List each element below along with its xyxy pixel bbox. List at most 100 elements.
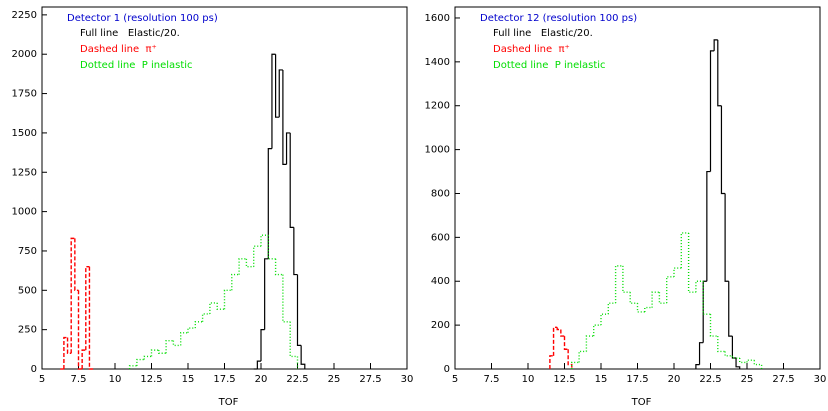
x-tick-label: 25 bbox=[741, 374, 754, 385]
histogram-bin bbox=[728, 281, 733, 337]
histogram-bin bbox=[300, 345, 306, 369]
histogram-bin bbox=[622, 265, 631, 293]
histogram-bin bbox=[296, 274, 302, 346]
y-tick-label: 1400 bbox=[425, 57, 450, 68]
y-tick-label: 1600 bbox=[425, 13, 450, 24]
histogram-bin bbox=[563, 336, 569, 350]
histogram-bin bbox=[567, 349, 573, 369]
histogram-bin bbox=[724, 351, 733, 357]
histogram-bin bbox=[216, 302, 225, 310]
x-tick-label: 17.5 bbox=[626, 374, 648, 385]
y-tick-label: 400 bbox=[431, 276, 450, 287]
histogram-bin bbox=[739, 358, 747, 364]
histogram-bin bbox=[731, 355, 740, 359]
y-tick-label: 250 bbox=[18, 325, 37, 336]
histogram-bin bbox=[128, 365, 137, 369]
histogram-bin bbox=[85, 265, 90, 351]
histogram-bin bbox=[209, 302, 218, 314]
histogram-bin bbox=[136, 358, 145, 366]
x-tick-label: 7.5 bbox=[484, 374, 500, 385]
histogram-bin bbox=[187, 327, 196, 333]
histogram-bin bbox=[585, 335, 594, 352]
histogram-bin bbox=[724, 193, 729, 282]
y-tick-label: 2250 bbox=[12, 10, 37, 21]
histogram-bin bbox=[593, 324, 601, 337]
histogram-bin bbox=[717, 336, 726, 353]
y-tick-label: 200 bbox=[431, 320, 450, 331]
x-tick-label: 22.5 bbox=[699, 374, 721, 385]
histogram-bin bbox=[560, 329, 565, 337]
histogram-bin bbox=[260, 234, 269, 247]
histogram-bin bbox=[267, 148, 272, 259]
histogram-bin bbox=[150, 349, 159, 357]
histogram-bin bbox=[274, 258, 283, 276]
histogram-bin bbox=[644, 306, 653, 312]
histogram-bin bbox=[253, 245, 261, 267]
histogram-bin bbox=[275, 54, 280, 118]
histogram-bin bbox=[651, 291, 660, 308]
y-tick-label: 1000 bbox=[12, 207, 37, 218]
histogram-bin bbox=[194, 321, 203, 329]
histogram-bin bbox=[695, 364, 700, 369]
x-tick-label: 12.5 bbox=[553, 374, 575, 385]
histogram-bin bbox=[636, 303, 645, 313]
histogram-bin bbox=[289, 132, 294, 228]
histogram-bin bbox=[158, 350, 167, 354]
histogram-bin bbox=[658, 292, 667, 304]
histogram-bin bbox=[698, 342, 704, 365]
histogram-bin bbox=[746, 359, 755, 363]
histogram-bin bbox=[666, 276, 674, 304]
y-tick-label: 750 bbox=[18, 246, 37, 257]
histogram-bin bbox=[267, 235, 276, 260]
histogram-bin bbox=[293, 227, 298, 276]
histogram-bin bbox=[731, 336, 737, 359]
histogram-bin bbox=[673, 267, 682, 277]
histogram-bin bbox=[143, 355, 152, 360]
histogram-bin bbox=[245, 258, 254, 268]
histogram-bin bbox=[720, 105, 726, 195]
x-tick-label: 15 bbox=[595, 374, 608, 385]
x-tick-label: 25 bbox=[328, 374, 341, 385]
histogram-bin bbox=[256, 360, 261, 369]
y-tick-label: 1200 bbox=[425, 101, 450, 112]
x-tick-label: 10 bbox=[109, 374, 122, 385]
histogram-bin bbox=[709, 50, 715, 172]
histogram-bin bbox=[231, 273, 240, 291]
histogram-bin bbox=[709, 314, 718, 337]
legend-entry: Dashed line π⁺ bbox=[493, 44, 570, 55]
histogram-bin bbox=[571, 361, 580, 369]
y-tick-label: 800 bbox=[431, 188, 450, 199]
histogram-bin bbox=[600, 313, 609, 326]
histogram-bin bbox=[282, 274, 291, 323]
x-tick-label: 30 bbox=[814, 374, 827, 385]
histogram-bin bbox=[289, 321, 299, 369]
x-tick-label: 12.5 bbox=[140, 374, 162, 385]
y-tick-label: 1250 bbox=[12, 167, 37, 178]
legend-entry: Dotted line P inelastic bbox=[493, 60, 606, 71]
x-tick-label: 15 bbox=[182, 374, 195, 385]
y-tick-label: 2000 bbox=[12, 49, 37, 60]
panel-title: Detector 12 (resolution 100 ps) bbox=[480, 13, 637, 24]
histogram-bin bbox=[285, 132, 291, 165]
histogram-bin bbox=[238, 258, 247, 275]
histogram-bin bbox=[717, 39, 722, 107]
y-tick-label: 0 bbox=[31, 364, 37, 375]
histogram-bin bbox=[77, 290, 83, 370]
histogram-bin bbox=[629, 292, 638, 304]
histogram-bin bbox=[282, 69, 287, 165]
x-tick-label: 5 bbox=[39, 374, 45, 385]
histogram-bin bbox=[687, 232, 696, 293]
x-tick-label: 27.5 bbox=[359, 374, 381, 385]
histogram-bin bbox=[578, 350, 587, 363]
histogram-bin bbox=[614, 265, 623, 304]
x-tick-label: 20 bbox=[668, 374, 681, 385]
panel-title: Detector 1 (resolution 100 ps) bbox=[67, 13, 218, 24]
histogram-bin bbox=[165, 339, 174, 354]
histogram-bin bbox=[88, 266, 94, 370]
x-tick-label: 5 bbox=[452, 374, 458, 385]
histogram-bin bbox=[271, 53, 276, 149]
histogram-bin bbox=[549, 355, 554, 369]
histogram-bin bbox=[680, 232, 689, 269]
y-tick-label: 1750 bbox=[12, 89, 37, 100]
